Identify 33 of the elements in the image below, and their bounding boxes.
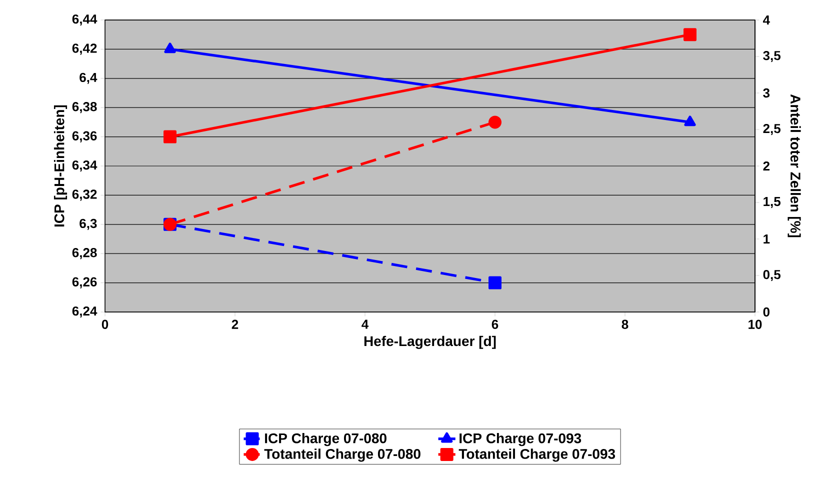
y2-tick-label: 0,5 xyxy=(763,270,781,282)
legend-label: Totanteil Charge 07-080 xyxy=(264,448,420,462)
y2-tick-label: 3,5 xyxy=(763,50,781,62)
legend-label: Totanteil Charge 07-093 xyxy=(458,448,616,462)
y2-tick-label: 1,5 xyxy=(764,197,781,208)
y-axis-title: ICP [pH-Einheiten] xyxy=(54,105,68,226)
y-tick-label: 6,42 xyxy=(72,44,97,55)
y-tick-label: 6,3 xyxy=(80,218,97,230)
y-tick-label: 6,38 xyxy=(72,102,97,114)
y-tick-label: 6,24 xyxy=(72,306,98,318)
y-tick-label: 6,4 xyxy=(80,72,98,84)
y2-tick-label: 2 xyxy=(763,161,770,171)
x-axis-title: Hefe-Lagerdauer [d] xyxy=(364,336,496,349)
x-tick-label: 2 xyxy=(232,320,238,329)
y-tick-label: 6,26 xyxy=(72,277,97,288)
y-tick-label: 6,32 xyxy=(72,190,97,201)
y2-tick-label: 0 xyxy=(763,307,770,317)
y2-tick-label: 3 xyxy=(763,88,770,98)
x-tick-label: 0 xyxy=(102,320,108,329)
x-tick-label: 8 xyxy=(622,320,628,329)
y-tick-label: 6,34 xyxy=(72,160,98,172)
y2-axis-title: Anteil toter Zellen [%] xyxy=(788,94,801,238)
x-tick-label: 6 xyxy=(492,320,498,329)
x-tick-label: 10 xyxy=(748,320,762,329)
y-tick-label: 6,36 xyxy=(72,131,97,142)
y2-tick-label: 2,5 xyxy=(763,124,781,136)
legend-label: ICP Charge 07-093 xyxy=(460,432,582,446)
legend-label: ICP Charge 07-080 xyxy=(265,432,386,446)
y2-tick-label: 1 xyxy=(764,234,770,244)
y-tick-label: 6,28 xyxy=(72,248,97,260)
y2-tick-label: 4 xyxy=(763,16,770,24)
y-tick-label: 6,44 xyxy=(72,14,98,26)
x-tick-label: 4 xyxy=(362,320,369,329)
